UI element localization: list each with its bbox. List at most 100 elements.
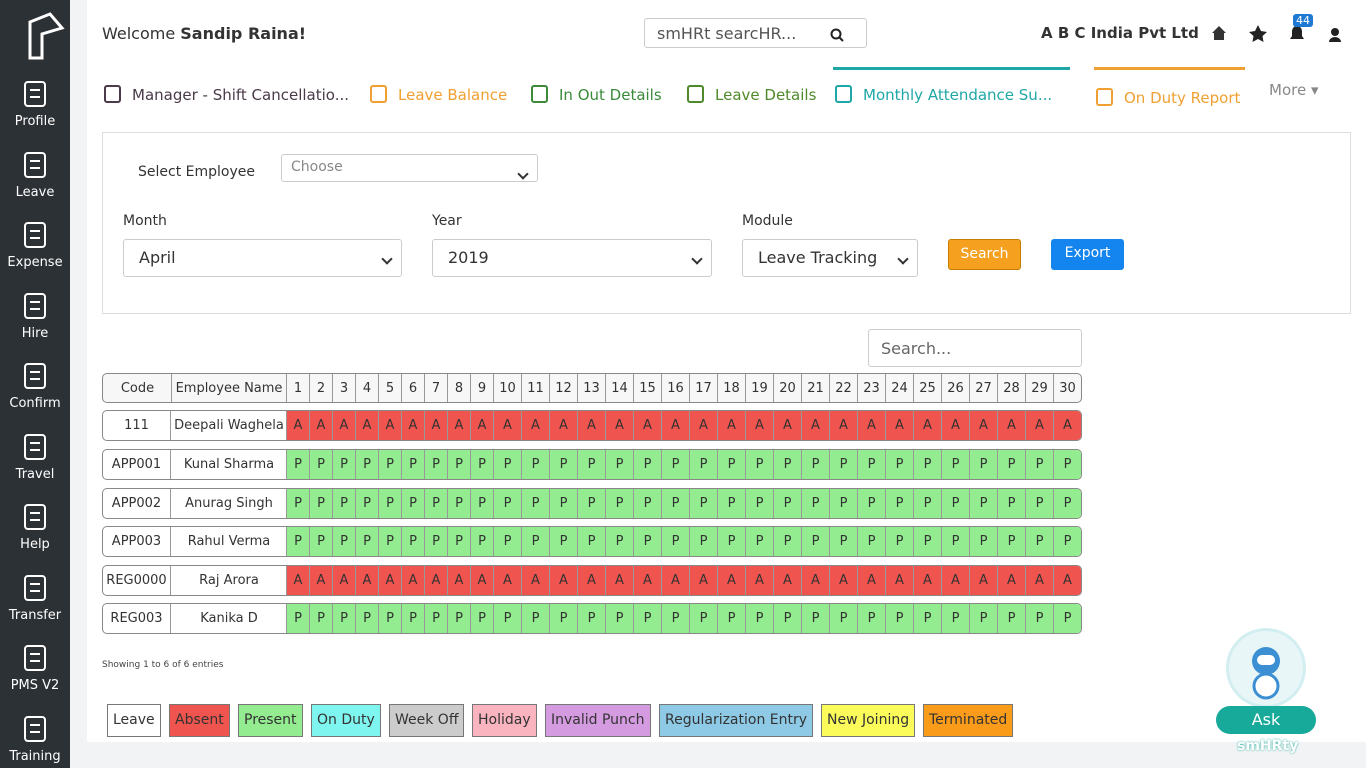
attendance-cell: A [578,566,606,595]
day-header: 24 [886,374,914,402]
attendance-cell: P [606,604,634,633]
sidebar-label: Expense [7,255,63,270]
tab[interactable]: In Out Details [529,84,662,104]
legend-item: On Duty [311,704,381,737]
attendance-cell: P [310,450,333,479]
employee-name: Rahul Verma [172,527,287,556]
header-icons[interactable] [1210,24,1350,44]
year-label: Year [432,213,462,229]
search-button[interactable]: Search [948,239,1021,270]
module-select[interactable]: Leave Tracking [742,239,918,277]
table-row: APP001 Kunal Sharma P P P P P P P P P P P P P P P P P P P P P P… [102,449,1082,480]
attendance-cell: P [287,604,310,633]
attendance-cell: P [287,489,310,518]
day-header: 15 [634,374,662,402]
sidebar-item[interactable]: Travel [0,431,70,482]
year-select[interactable]: 2019 [432,239,712,277]
tab-indicator [833,67,1070,70]
more-text: More [1269,81,1307,99]
attendance-cell: A [774,411,802,440]
sidebar-item[interactable]: Profile [0,78,70,129]
sidebar-item[interactable]: Confirm [0,360,70,411]
attendance-cell: P [942,527,970,556]
attendance-cell: A [1026,411,1054,440]
attendance-cell: P [425,489,448,518]
attendance-cell: A [402,566,425,595]
attendance-cell: A [830,566,858,595]
sidebar-item[interactable]: Leave [0,149,70,200]
attendance-cell: P [471,527,494,556]
attendance-cell: P [287,450,310,479]
sidebar-item[interactable]: PMS V2 [0,642,70,693]
attendance-cell: A [662,566,690,595]
employee-select[interactable]: Choose [281,154,538,182]
day-header: 25 [914,374,942,402]
day-header: 27 [970,374,998,402]
sidebar-label: Training [9,748,61,764]
attendance-cell: P [494,527,522,556]
day-header: 12 [550,374,578,402]
more-menu[interactable]: More ▾ [1269,81,1319,99]
sidebar-item[interactable]: Help [0,501,70,552]
legend-item: Regularization Entry [659,704,814,737]
sidebar-item[interactable]: Training [0,713,70,764]
attendance-cell: P [425,450,448,479]
attendance-cell: A [310,566,333,595]
chatbot-avatar[interactable] [1226,628,1306,708]
attendance-cell: P [1026,489,1054,518]
attendance-cell: A [522,566,550,595]
attendance-cell: P [379,489,402,518]
table-row: 111 Deepali Waghela A A A A A A A A A A A A A A A A A A A A A A… [102,410,1082,441]
attendance-cell: P [970,450,998,479]
tab[interactable]: Leave Balance [368,84,507,104]
attendance-cell: A [448,566,471,595]
attendance-cell: P [1026,450,1054,479]
tab[interactable]: On Duty Report [1094,87,1240,107]
sidebar-label: Confirm [9,396,61,411]
attendance-cell: A [746,566,774,595]
attendance-cell: P [356,450,379,479]
legend-item: Terminated [923,704,1014,737]
tab[interactable]: Leave Details [685,84,816,104]
day-header: 2 [310,374,333,402]
global-search[interactable]: smHRt searcHR... [644,18,867,48]
month-select[interactable]: April [123,239,402,277]
sidebar-item[interactable]: Expense [0,219,70,270]
attendance-cell: A [494,411,522,440]
sidebar-item[interactable]: Transfer [0,572,70,623]
search-placeholder: smHRt searcHR... [657,24,797,43]
attendance-cell: P [471,604,494,633]
tab-label: In Out Details [559,86,662,104]
day-header: 21 [802,374,830,402]
sidebar-item[interactable]: Hire [0,290,70,341]
attendance-cell: P [448,604,471,633]
attendance-cell: P [522,489,550,518]
attendance-cell: P [830,604,858,633]
attendance-cell: P [914,489,942,518]
attendance-cell: P [858,604,886,633]
logo [28,12,65,60]
attendance-cell: P [746,527,774,556]
tab[interactable]: Monthly Attendance Su... [833,84,1052,104]
attendance-cell: P [1054,604,1081,633]
search-icon [830,28,844,42]
day-header: 19 [746,374,774,402]
attendance-cell: P [578,450,606,479]
attendance-cell: A [1054,411,1081,440]
sidebar-icon [24,433,46,460]
tab-icon [104,85,121,103]
chatbot-button[interactable]: Ask [1216,706,1316,734]
attendance-cell: A [858,566,886,595]
attendance-cell: P [718,489,746,518]
day-header: 22 [830,374,858,402]
export-button[interactable]: Export [1051,239,1124,270]
attendance-cell: P [333,527,356,556]
table-search[interactable]: Search... [868,329,1082,367]
attendance-cell: P [998,527,1026,556]
sidebar-icon [24,81,46,107]
welcome-text: Welcome [102,24,176,43]
tab[interactable]: Manager - Shift Cancellatio... [102,84,349,104]
attendance-cell: P [402,489,425,518]
attendance-cell: P [774,450,802,479]
